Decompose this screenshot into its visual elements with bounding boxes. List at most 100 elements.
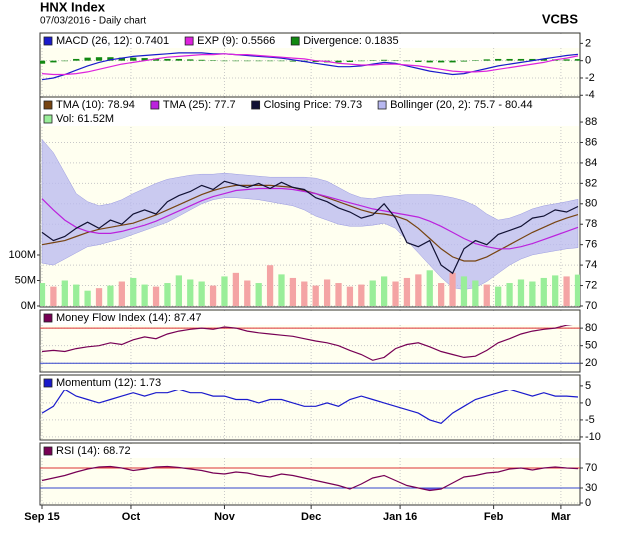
- legend-label: EXP (9): 0.5566: [197, 35, 275, 47]
- series-line: [41, 465, 579, 492]
- x-tick-label: Oct: [122, 511, 141, 523]
- plot-area: [40, 33, 580, 97]
- volume-bar: [198, 281, 205, 306]
- y-tick-label: 86: [585, 136, 597, 148]
- volume-bar: [380, 276, 388, 306]
- divergence-bar: [312, 60, 319, 62]
- volume-bar: [84, 290, 91, 306]
- volume-bar: [244, 280, 251, 306]
- divergence-bar: [107, 57, 114, 61]
- x-tick-label: Dec: [301, 511, 321, 523]
- y-tick-label: -10: [585, 431, 601, 443]
- volume-bar: [403, 277, 411, 306]
- y-tick-label: 88: [585, 116, 597, 128]
- divergence-bar: [369, 60, 376, 61]
- legend-marker: [184, 36, 194, 46]
- legend: Money Flow Index (14): 87.47: [41, 311, 579, 325]
- legend-background: [41, 311, 579, 325]
- series-line: [41, 180, 579, 275]
- volume-bar: [346, 286, 354, 306]
- divergence-bar: [255, 60, 262, 62]
- divergence-bar: [540, 58, 547, 61]
- divergence-bar: [472, 60, 479, 61]
- volume-bar: [164, 283, 171, 306]
- divergence-bar: [517, 58, 525, 61]
- divergence-bar: [426, 60, 433, 63]
- y-tick-label: -2: [585, 72, 595, 84]
- plot-area: [40, 310, 580, 372]
- volume-bar: [449, 272, 456, 306]
- volume-bar: [323, 279, 331, 306]
- y-tick-label: 80: [585, 198, 597, 210]
- volume-bar: [358, 284, 365, 306]
- divergence-bar: [130, 57, 137, 61]
- legend-marker: [43, 100, 53, 110]
- volume-bar: [73, 284, 80, 306]
- y-tick-label: 82: [585, 177, 597, 189]
- legend-label: Vol: 61.52M: [56, 113, 114, 125]
- volume-bar: [232, 272, 240, 306]
- divergence-bar: [403, 60, 411, 62]
- divergence-bar: [346, 60, 354, 62]
- volume-bar: [118, 281, 125, 306]
- divergence-bar: [529, 58, 536, 61]
- divergence-bar: [449, 60, 456, 63]
- divergence-bar: [221, 60, 228, 62]
- volume-bar: [255, 283, 262, 306]
- y-tick-label: 0: [585, 397, 591, 409]
- legend-marker: [251, 100, 261, 110]
- legend-label: Momentum (12): 1.73: [56, 377, 161, 389]
- chart-title: HNX Index: [40, 0, 106, 14]
- divergence-bar: [460, 60, 468, 62]
- bollinger-band: [41, 138, 579, 290]
- divergence-bar: [438, 60, 445, 63]
- divergence-bar: [266, 60, 274, 62]
- legend-marker: [43, 313, 53, 323]
- volume-bar: [506, 283, 513, 306]
- legend-marker: [43, 36, 53, 46]
- divergence-bar: [209, 60, 217, 61]
- volume-bar: [517, 279, 525, 306]
- divergence-bar: [232, 60, 240, 62]
- volume-bar: [95, 288, 103, 306]
- y2-tick-label: 100M: [8, 249, 36, 261]
- volume-bar: [426, 270, 433, 306]
- legend-background: [41, 444, 579, 458]
- volume-bar: [301, 281, 308, 306]
- y-tick-label: 84: [585, 157, 597, 169]
- series-line: [41, 323, 579, 361]
- legend-background: [41, 376, 579, 390]
- divergence-bar: [392, 60, 399, 61]
- volume-bar: [130, 277, 137, 306]
- volume-bar: [152, 286, 160, 306]
- brand: VCBS: [542, 11, 578, 26]
- volume-bar: [141, 284, 148, 306]
- y-tick-label: -4: [585, 89, 595, 101]
- divergence-bar: [152, 58, 160, 61]
- volume-bar: [483, 284, 490, 306]
- legend: Momentum (12): 1.73: [41, 376, 579, 390]
- plot-area: [40, 375, 580, 440]
- divergence-bar: [84, 57, 91, 61]
- volume-bar: [312, 285, 319, 306]
- divergence-bar: [118, 57, 125, 61]
- legend-background: [41, 34, 579, 48]
- y-tick-label: 72: [585, 279, 597, 291]
- divergence-bar: [40, 60, 46, 64]
- divergence-bar: [187, 59, 194, 61]
- divergence-bar: [73, 58, 80, 61]
- y-tick-label: -5: [585, 414, 595, 426]
- volume-bar: [187, 279, 194, 306]
- x-tick-label: Nov: [214, 511, 236, 523]
- legend-label: Money Flow Index (14): 87.47: [56, 312, 202, 324]
- legend-marker: [150, 100, 160, 110]
- divergence-bar: [198, 59, 205, 61]
- legend-marker: [290, 36, 300, 46]
- volume-bar: [574, 274, 580, 306]
- legend-label: MACD (26, 12): 0.7401: [56, 35, 169, 47]
- legend-label: Closing Price: 79.73: [264, 99, 362, 111]
- divergence-bar: [278, 60, 285, 62]
- volume-bar: [50, 286, 57, 306]
- y-tick-label: 0: [585, 55, 591, 67]
